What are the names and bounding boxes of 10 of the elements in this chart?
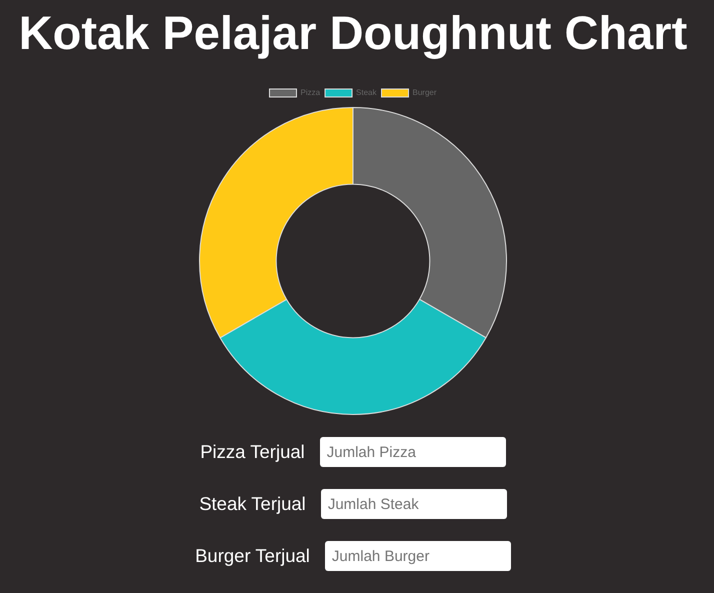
text: Steak Terjual [199, 493, 306, 515]
chart-title: Kotak Pelajar Doughnut Chart [18, 6, 688, 59]
text: Pizza Terjual [200, 441, 305, 463]
text-field: Jumlah Steak [320, 489, 507, 519]
legend-label: Steak [356, 88, 378, 98]
text: Burger Terjual [195, 545, 310, 567]
text-field: Jumlah Pizza [320, 437, 506, 467]
text-field: Jumlah Burger [324, 541, 511, 571]
legend-label: Burger [412, 88, 437, 98]
legend-label: Pizza [300, 88, 321, 98]
